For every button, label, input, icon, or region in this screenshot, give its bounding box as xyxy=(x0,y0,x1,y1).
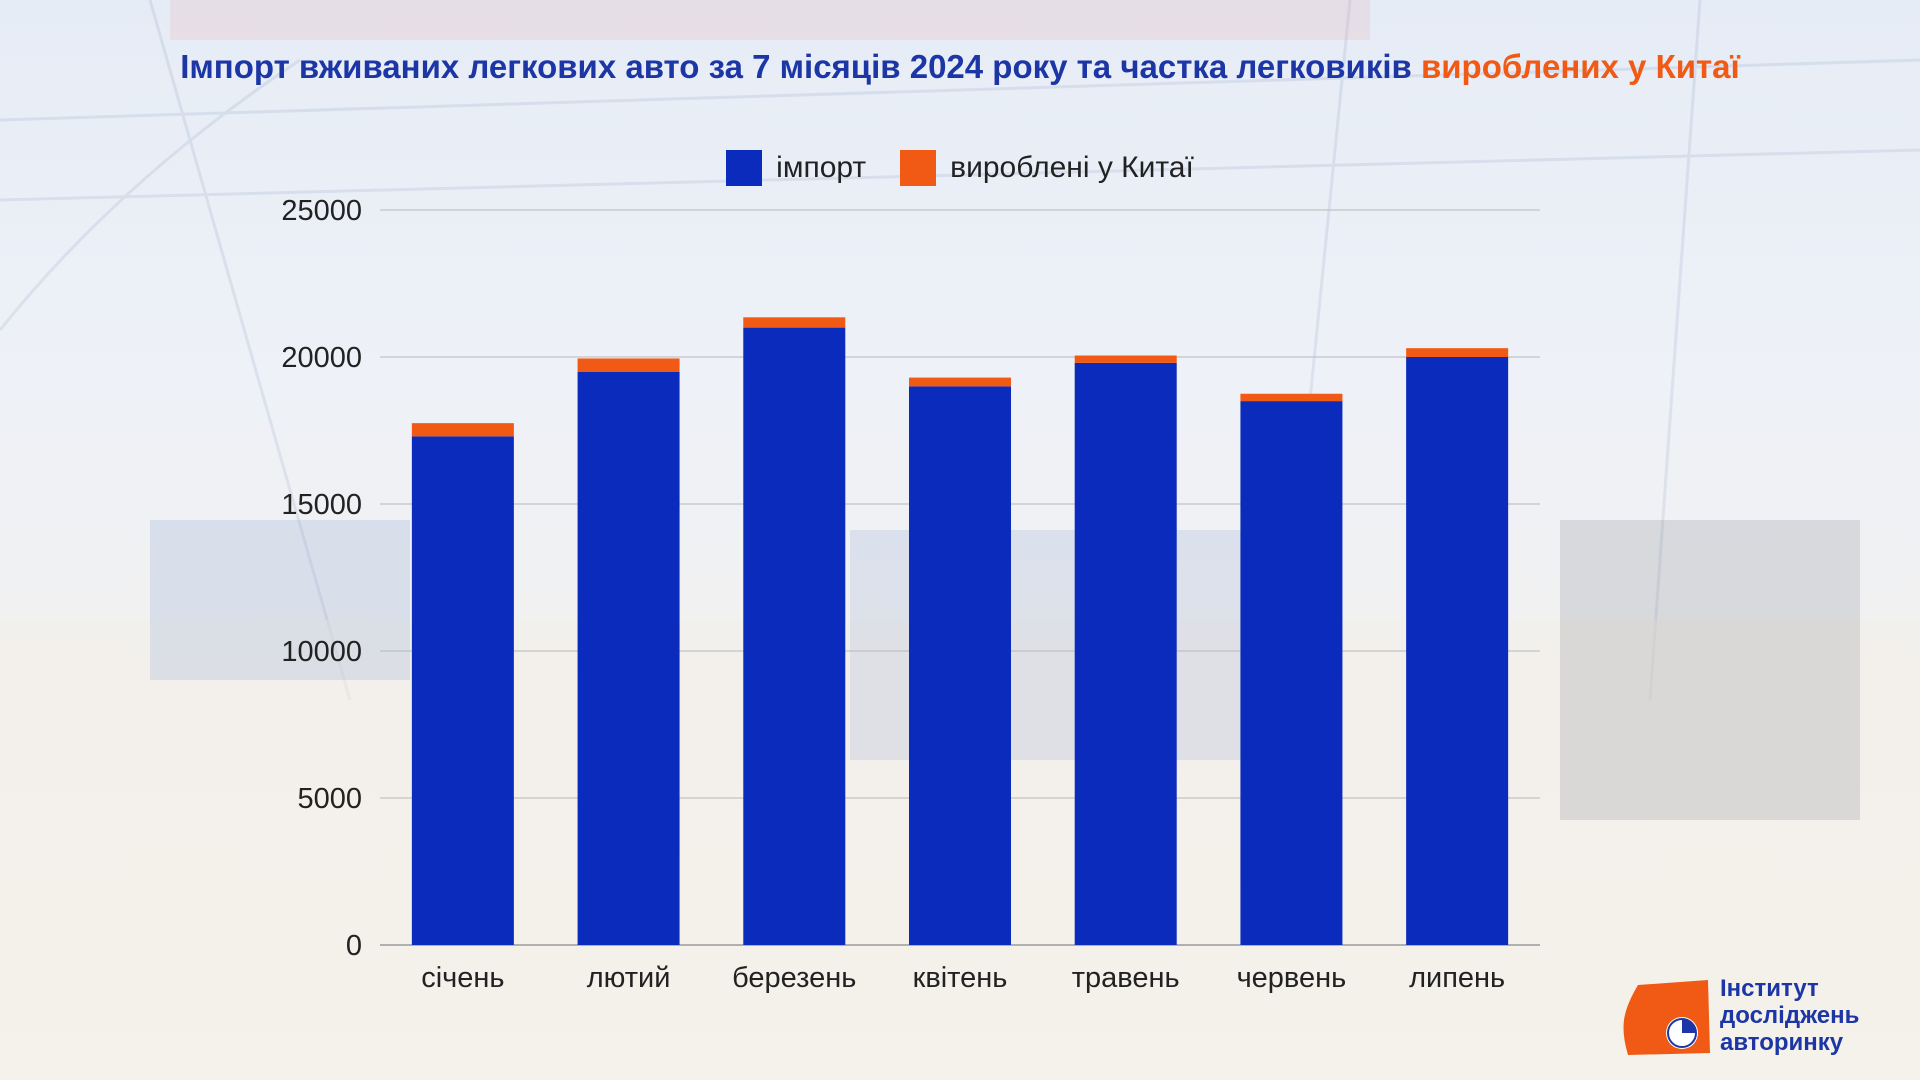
legend-label-import: імпорт xyxy=(776,151,867,184)
logo-line-3: авторинку xyxy=(1720,1029,1844,1056)
bar-import xyxy=(411,436,514,945)
bar-china xyxy=(1074,355,1177,363)
x-tick-label: січень xyxy=(421,962,504,994)
x-tick-label: травень xyxy=(1072,962,1180,994)
x-tick-label: червень xyxy=(1237,962,1347,994)
institute-logo-icon xyxy=(1623,980,1710,1055)
y-tick-label: 25000 xyxy=(281,195,362,227)
legend-label-china: вироблені у Китаї xyxy=(950,151,1194,184)
legend-item-china: вироблені у Китаї xyxy=(900,150,1194,186)
bar-china xyxy=(577,358,680,372)
y-tick-label: 20000 xyxy=(281,342,362,374)
legend-swatch-import xyxy=(726,150,763,186)
y-tick-label: 5000 xyxy=(297,783,362,815)
y-tick-label: 15000 xyxy=(281,489,362,521)
chart-title-main: Імпорт вживаних легкових авто за 7 місяц… xyxy=(180,48,1412,85)
bar-china xyxy=(909,377,1011,387)
bar-import xyxy=(577,371,680,945)
x-tick-label: липень xyxy=(1409,962,1505,994)
chart-title: Імпорт вживаних легкових авто за 7 місяц… xyxy=(0,48,1920,86)
bar-import xyxy=(1074,362,1177,945)
y-tick-label: 10000 xyxy=(281,636,362,668)
logo-line-2: досліджень xyxy=(1720,1002,1860,1029)
bar-import xyxy=(909,386,1011,945)
bar-import xyxy=(743,327,846,946)
chart-title-highlight: вироблених у Китаї xyxy=(1420,48,1740,85)
legend-item-import: імпорт xyxy=(726,150,866,186)
bar-china xyxy=(1406,348,1509,357)
bar-import xyxy=(1406,357,1509,945)
chart-legend: імпорт вироблені у Китаї xyxy=(0,150,1920,186)
logo-line-1: Інститут xyxy=(1720,975,1819,1002)
bar-china xyxy=(1240,393,1343,402)
bar-china xyxy=(411,423,514,437)
x-tick-label: лютий xyxy=(587,962,671,994)
y-tick-label: 0 xyxy=(346,930,362,962)
bar-china xyxy=(743,317,846,328)
institute-logo-text: Інститут досліджень авторинку xyxy=(1720,975,1859,1056)
x-tick-label: квітень xyxy=(913,962,1008,994)
legend-swatch-china xyxy=(900,150,937,186)
x-tick-label: березень xyxy=(732,962,856,994)
bar-import xyxy=(1240,401,1343,946)
